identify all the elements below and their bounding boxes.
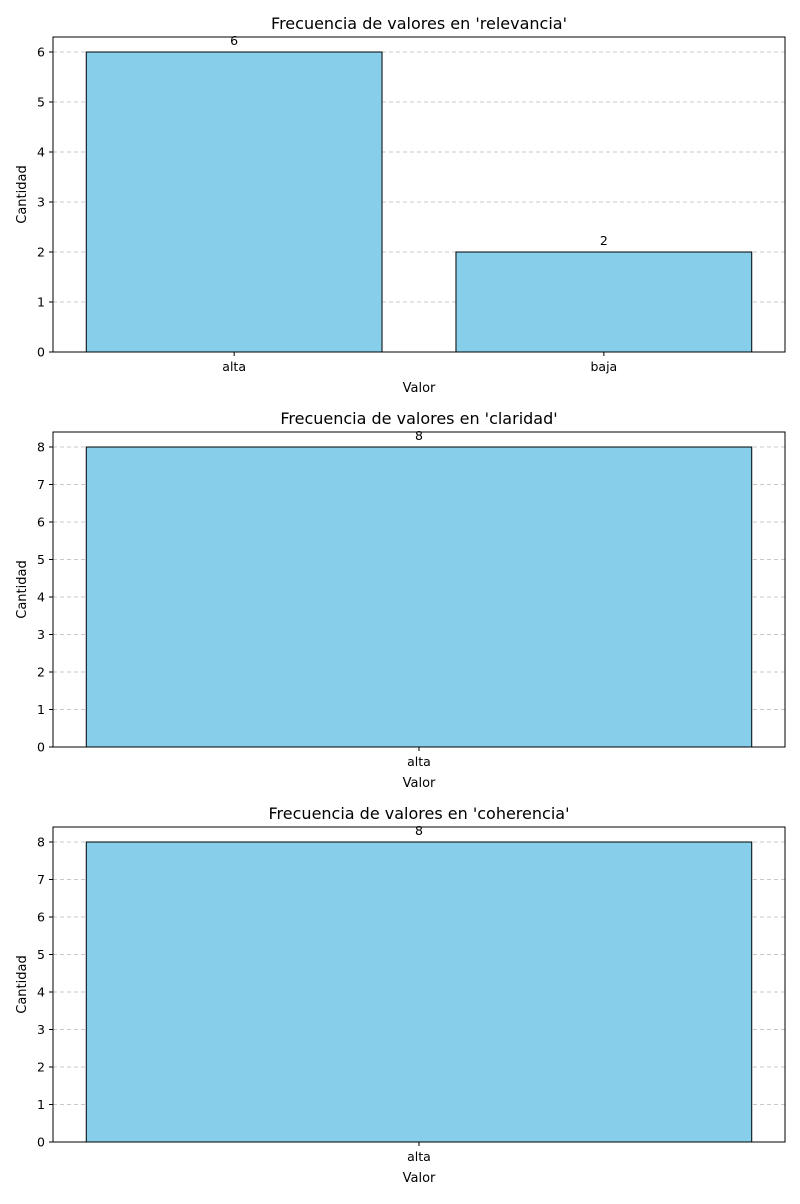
y-tick-label: 0 bbox=[37, 1135, 45, 1150]
bar-alta bbox=[85, 51, 383, 353]
y-tick-label: 1 bbox=[37, 1097, 45, 1112]
y-tick-label: 4 bbox=[37, 590, 45, 605]
y-tick-label: 8 bbox=[37, 440, 45, 455]
chart-title: Frecuencia de valores en 'coherencia' bbox=[269, 804, 570, 823]
y-tick-label: 2 bbox=[37, 1060, 45, 1075]
y-tick-label: 4 bbox=[37, 985, 45, 1000]
x-tick-label: baja bbox=[590, 359, 617, 374]
y-tick-label: 7 bbox=[37, 477, 45, 492]
bar-value-label: 2 bbox=[600, 233, 608, 248]
chart-title: Frecuencia de valores en 'claridad' bbox=[280, 409, 557, 428]
y-tick-label: 0 bbox=[37, 345, 45, 360]
y-axis-label: Cantidad bbox=[15, 955, 30, 1013]
bar-value-label: 8 bbox=[415, 428, 423, 443]
y-axis-label: Cantidad bbox=[15, 165, 30, 223]
bar-value-label: 6 bbox=[230, 33, 238, 48]
y-tick-label: 6 bbox=[37, 515, 45, 530]
y-tick-label: 1 bbox=[37, 702, 45, 717]
x-axis-label: Valor bbox=[403, 776, 436, 791]
x-axis-label: Valor bbox=[403, 381, 436, 396]
y-tick-label: 2 bbox=[37, 245, 45, 260]
y-tick-label: 3 bbox=[37, 195, 45, 210]
x-tick-label: alta bbox=[407, 1149, 431, 1164]
y-tick-label: 8 bbox=[37, 835, 45, 850]
y-tick-label: 3 bbox=[37, 627, 45, 642]
bar-alta bbox=[85, 446, 753, 748]
y-tick-label: 1 bbox=[37, 295, 45, 310]
y-tick-label: 5 bbox=[37, 947, 45, 962]
bar-alta bbox=[85, 841, 753, 1143]
chart-title: Frecuencia de valores en 'relevancia' bbox=[271, 14, 567, 33]
y-tick-label: 4 bbox=[37, 145, 45, 160]
x-axis-label: Valor bbox=[403, 1171, 436, 1186]
y-tick-label: 2 bbox=[37, 665, 45, 680]
y-axis-label: Cantidad bbox=[15, 560, 30, 618]
bar-baja bbox=[455, 251, 753, 353]
y-tick-label: 5 bbox=[37, 552, 45, 567]
y-tick-label: 6 bbox=[37, 45, 45, 60]
axes-frame bbox=[52, 36, 786, 353]
y-tick-label: 7 bbox=[37, 872, 45, 887]
y-tick-label: 3 bbox=[37, 1022, 45, 1037]
y-tick-label: 6 bbox=[37, 910, 45, 925]
y-tick-label: 0 bbox=[37, 740, 45, 755]
x-tick-label: alta bbox=[222, 359, 246, 374]
x-tick-label: alta bbox=[407, 754, 431, 769]
y-tick-label: 5 bbox=[37, 95, 45, 110]
bar-value-label: 8 bbox=[415, 823, 423, 838]
